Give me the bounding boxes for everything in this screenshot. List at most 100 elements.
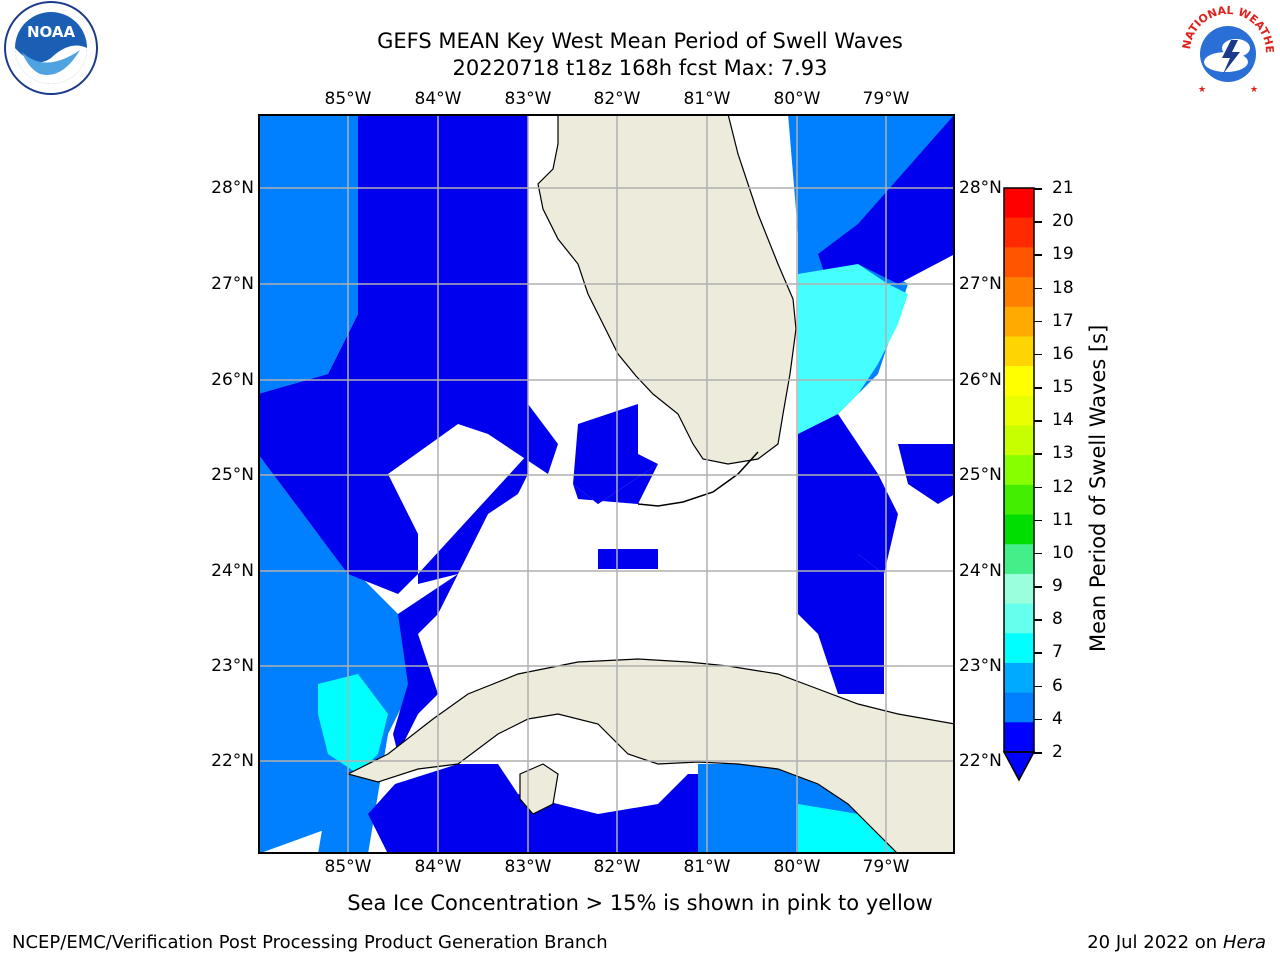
lat-label-right: 23°N <box>959 656 1002 676</box>
lon-label-top: 83°W <box>504 89 552 109</box>
lon-label-top: 82°W <box>593 89 641 109</box>
colorbar <box>1002 187 1036 782</box>
lat-label-right: 22°N <box>959 751 1002 771</box>
svg-text:★: ★ <box>1198 85 1206 95</box>
colorbar-tick-label: 17 <box>1052 310 1074 331</box>
colorbar-tick-label: 20 <box>1052 211 1074 232</box>
lat-label-right: 26°N <box>959 370 1002 390</box>
lat-label-right: 28°N <box>959 178 1002 198</box>
lon-label-bottom: 83°W <box>504 857 552 877</box>
lon-label-top: 85°W <box>324 89 372 109</box>
lat-label-right: 24°N <box>959 561 1002 581</box>
lon-label-top: 81°W <box>683 89 731 109</box>
colorbar-tick-mark <box>1034 453 1042 455</box>
isla-de-la-juventud <box>519 763 559 815</box>
sea-ice-note: Sea Ice Concentration > 15% is shown in … <box>347 891 933 915</box>
nws-logo: NATIONAL WEATHER SERVICE ★ ★ <box>1172 0 1280 100</box>
colorbar-tick-label: 11 <box>1052 509 1074 530</box>
colorbar-segment <box>1004 514 1034 545</box>
noaa-logo: NOAA <box>0 0 104 100</box>
lat-label-left: 26°N <box>211 370 254 390</box>
chart-title-line1: GEFS MEAN Key West Mean Period of Swell … <box>377 29 903 53</box>
colorbar-tick-mark <box>1034 221 1042 223</box>
lon-label-bottom: 80°W <box>773 857 821 877</box>
lon-label-bottom: 84°W <box>414 857 462 877</box>
footer-credit: NCEP/EMC/Verification Post Processing Pr… <box>12 932 608 953</box>
colorbar-tick-mark <box>1034 552 1042 555</box>
cuba-land <box>346 658 955 854</box>
lat-label-right: 25°N <box>959 465 1002 485</box>
colorbar-tick-label: 6 <box>1052 675 1063 696</box>
colorbar-tick-label: 21 <box>1052 178 1074 198</box>
colorbar-segment <box>1004 544 1034 575</box>
colorbar-tick-label: 10 <box>1052 542 1074 563</box>
svg-text:★: ★ <box>1250 85 1258 95</box>
colorbar-tick-label: 14 <box>1052 410 1074 431</box>
colorbar-tick-mark <box>1034 685 1042 688</box>
colorbar-tick-label: 13 <box>1052 443 1074 464</box>
colorbar-segment <box>1004 573 1034 605</box>
colorbar-tick-label: 16 <box>1052 343 1074 364</box>
colorbar-segment <box>1004 336 1034 367</box>
lon-label-bottom: 79°W <box>862 857 910 877</box>
colorbar-segment <box>1004 633 1034 664</box>
florida-keys <box>637 451 759 507</box>
colorbar-segment <box>1004 455 1034 486</box>
lat-label-left: 28°N <box>211 178 254 198</box>
chart-title-line2: 20220718 t18z 168h fcst Max: 7.93 <box>452 56 828 80</box>
colorbar-tick-label: 12 <box>1052 476 1074 497</box>
colorbar-tick-label: 18 <box>1052 277 1074 298</box>
lat-label-left: 22°N <box>211 751 254 771</box>
colorbar-tick-label: 2 <box>1052 742 1063 762</box>
footer-date: 20 Jul 2022 on Hera <box>1087 932 1266 953</box>
lat-label-left: 24°N <box>211 561 254 581</box>
colorbar-tick-mark <box>1034 752 1042 754</box>
colorbar-segment <box>1004 247 1034 278</box>
colorbar-tick-label: 4 <box>1052 708 1063 729</box>
lon-label-bottom: 85°W <box>324 857 372 877</box>
map-frame <box>258 114 955 854</box>
lat-label-left: 25°N <box>211 465 254 485</box>
colorbar-tick-mark <box>1034 353 1042 356</box>
lat-label-left: 23°N <box>211 656 254 676</box>
colorbar-segment <box>1004 188 1034 219</box>
colorbar-segment <box>1004 662 1034 694</box>
swell-band-4-6 <box>318 674 898 854</box>
lon-label-bottom: 82°W <box>593 857 641 877</box>
colorbar-tick-label: 7 <box>1052 642 1063 663</box>
colorbar-tick-mark <box>1034 519 1042 522</box>
colorbar-tick-mark <box>1034 387 1042 389</box>
lat-label-left: 27°N <box>211 274 254 294</box>
colorbar-label: Mean Period of Swell Waves [s] <box>1086 324 1110 652</box>
colorbar-segment <box>1004 277 1034 308</box>
colorbar-frame <box>1003 187 1035 753</box>
graticule <box>258 114 955 854</box>
colorbar-tick-label: 19 <box>1052 244 1074 265</box>
florida-land <box>537 114 797 465</box>
colorbar-tick-mark <box>1034 486 1042 489</box>
colorbar-segment <box>1004 217 1034 248</box>
colorbar-tick-mark <box>1034 420 1042 422</box>
colorbar-tick-mark <box>1034 287 1042 290</box>
footer-machine: Hera <box>1222 932 1266 953</box>
colorbar-tick-mark <box>1034 718 1042 721</box>
colorbar-tick-mark <box>1034 254 1042 256</box>
colorbar-tick-mark <box>1034 188 1042 190</box>
colorbar-tick-mark <box>1034 652 1042 654</box>
colorbar-segment <box>1004 395 1034 426</box>
lon-label-top: 84°W <box>414 89 462 109</box>
colorbar-tick-mark <box>1034 320 1042 323</box>
colorbar-segments <box>1004 188 1034 753</box>
lon-label-top: 79°W <box>862 89 910 109</box>
colorbar-segment <box>1004 722 1034 753</box>
colorbar-segment <box>1004 603 1034 634</box>
lon-label-bottom: 81°W <box>683 857 731 877</box>
lat-label-right: 27°N <box>959 274 1002 294</box>
colorbar-extend-arrow <box>1002 751 1036 782</box>
colorbar-segment <box>1004 484 1034 516</box>
colorbar-tick-label: 9 <box>1052 576 1063 597</box>
lon-label-top: 80°W <box>773 89 821 109</box>
colorbar-tick-mark <box>1034 619 1042 621</box>
colorbar-tick-label: 8 <box>1052 609 1063 630</box>
map-plot <box>258 114 955 854</box>
